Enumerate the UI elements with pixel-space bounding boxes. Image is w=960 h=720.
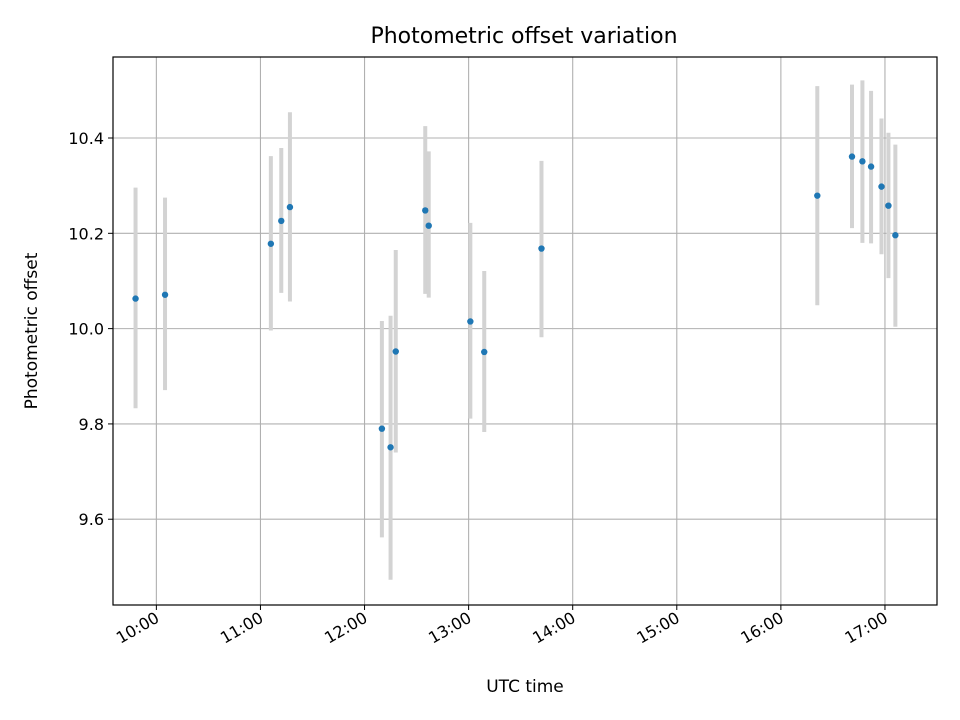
y-tick-label: 9.6 (79, 510, 104, 529)
y-tick-label: 9.8 (79, 415, 104, 434)
x-tick-label: 12:00 (321, 608, 370, 648)
data-point (848, 153, 856, 160)
x-tick-label: 17:00 (842, 608, 891, 648)
data-point (286, 203, 294, 211)
chart-title: Photometric offset variation (370, 24, 677, 49)
data-point (481, 348, 488, 356)
data-point (422, 207, 429, 214)
plot-frame (112, 56, 938, 606)
x-tick-label: 10:00 (113, 608, 162, 648)
y-axis-ticks: 9.6 9.8 10.0 10.2 10.4 (68, 129, 113, 529)
data-point (278, 217, 285, 225)
y-tick-label: 10.0 (68, 320, 104, 339)
data-point (387, 444, 394, 451)
x-tick-label: 15:00 (633, 608, 682, 648)
data-point (467, 318, 474, 325)
x-tick-label: 14:00 (529, 608, 578, 648)
x-axis-ticks: 10:00 11:00 12:00 13:00 14:00 15:00 16:00 17:00 (113, 605, 891, 648)
data-point (885, 202, 892, 209)
x-axis-label: UTC time (486, 677, 564, 697)
grid (113, 57, 937, 605)
data-point (892, 232, 899, 239)
data-point (867, 163, 875, 170)
data-point (161, 291, 169, 298)
data-point (538, 245, 545, 252)
x-tick-label: 13:00 (425, 608, 474, 648)
data-point (814, 192, 821, 199)
data-points (132, 153, 899, 451)
y-tick-label: 10.2 (68, 224, 104, 243)
data-point (132, 295, 139, 302)
y-tick-label: 10.4 (68, 129, 104, 148)
data-point (392, 348, 399, 355)
data-point (859, 158, 866, 165)
y-axis-label: Photometric offset (22, 252, 42, 409)
x-tick-label: 16:00 (737, 608, 786, 648)
data-point (378, 425, 386, 432)
data-point (878, 183, 885, 190)
x-tick-label: 11:00 (217, 608, 266, 648)
data-point (267, 240, 275, 247)
data-point (425, 222, 432, 229)
